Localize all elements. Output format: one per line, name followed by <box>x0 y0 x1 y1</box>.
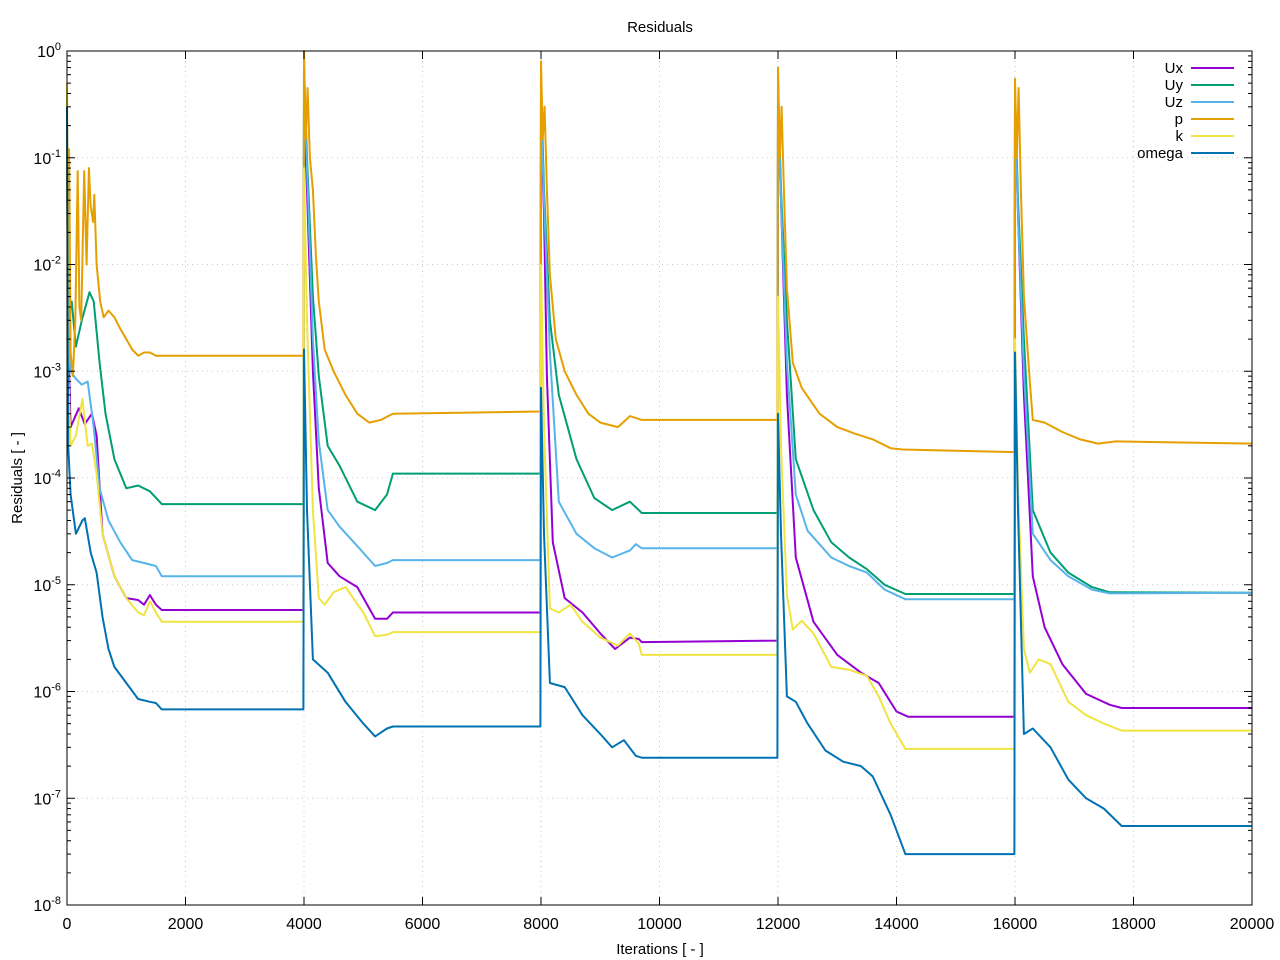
x-tick-label: 6000 <box>405 916 441 933</box>
series-line-omega <box>66 106 1252 856</box>
series-line-p <box>66 50 1253 454</box>
x-tick-label: 8000 <box>523 916 559 933</box>
legend-label-Uy: Uy <box>1165 77 1184 94</box>
series-line-Uy <box>66 66 1253 595</box>
y-tick-label: 100 <box>37 41 61 61</box>
x-tick-label: 12000 <box>756 916 801 933</box>
x-tick-label: 14000 <box>874 916 919 933</box>
x-tick-label: 0 <box>63 916 72 933</box>
x-tick-label: 20000 <box>1230 916 1275 933</box>
y-tick-label: 10-7 <box>33 788 61 808</box>
legend-label-k: k <box>1176 128 1184 145</box>
x-tick-label: 10000 <box>637 916 682 933</box>
legend-label-p: p <box>1175 111 1183 128</box>
x-tick-label: 2000 <box>168 916 204 933</box>
x-tick-label: 16000 <box>993 916 1038 933</box>
y-tick-label: 10-1 <box>33 148 61 168</box>
series-layer <box>66 50 1253 856</box>
chart-title: Residuals <box>627 19 693 36</box>
y-tick-labels: 10-8 10-7 10-6 10-5 10-4 10-3 10-2 10-1 100 <box>33 41 61 915</box>
legend-label-omega: omega <box>1137 145 1184 162</box>
x-tick-label: 18000 <box>1111 916 1156 933</box>
legend-label-Uz: Uz <box>1165 94 1183 111</box>
y-tick-label: 10-8 <box>33 895 61 915</box>
y-tick-label: 10-3 <box>33 361 61 381</box>
x-tick-labels: 0 2000 4000 6000 8000 10000 12000 14000 16000 180… <box>63 916 1275 933</box>
y-tick-label: 10-5 <box>33 575 61 595</box>
legend-label-Ux: Ux <box>1165 60 1184 77</box>
ticks <box>66 50 1253 906</box>
series-line-Uz <box>66 82 1253 601</box>
y-tick-label: 10-2 <box>33 255 61 275</box>
x-tick-label: 4000 <box>286 916 322 933</box>
y-tick-label: 10-6 <box>33 682 61 702</box>
y-axis-title: Residuals [ - ] <box>9 432 26 524</box>
y-tick-label: 10-4 <box>33 468 61 488</box>
x-axis-title: Iterations [ - ] <box>616 941 704 958</box>
